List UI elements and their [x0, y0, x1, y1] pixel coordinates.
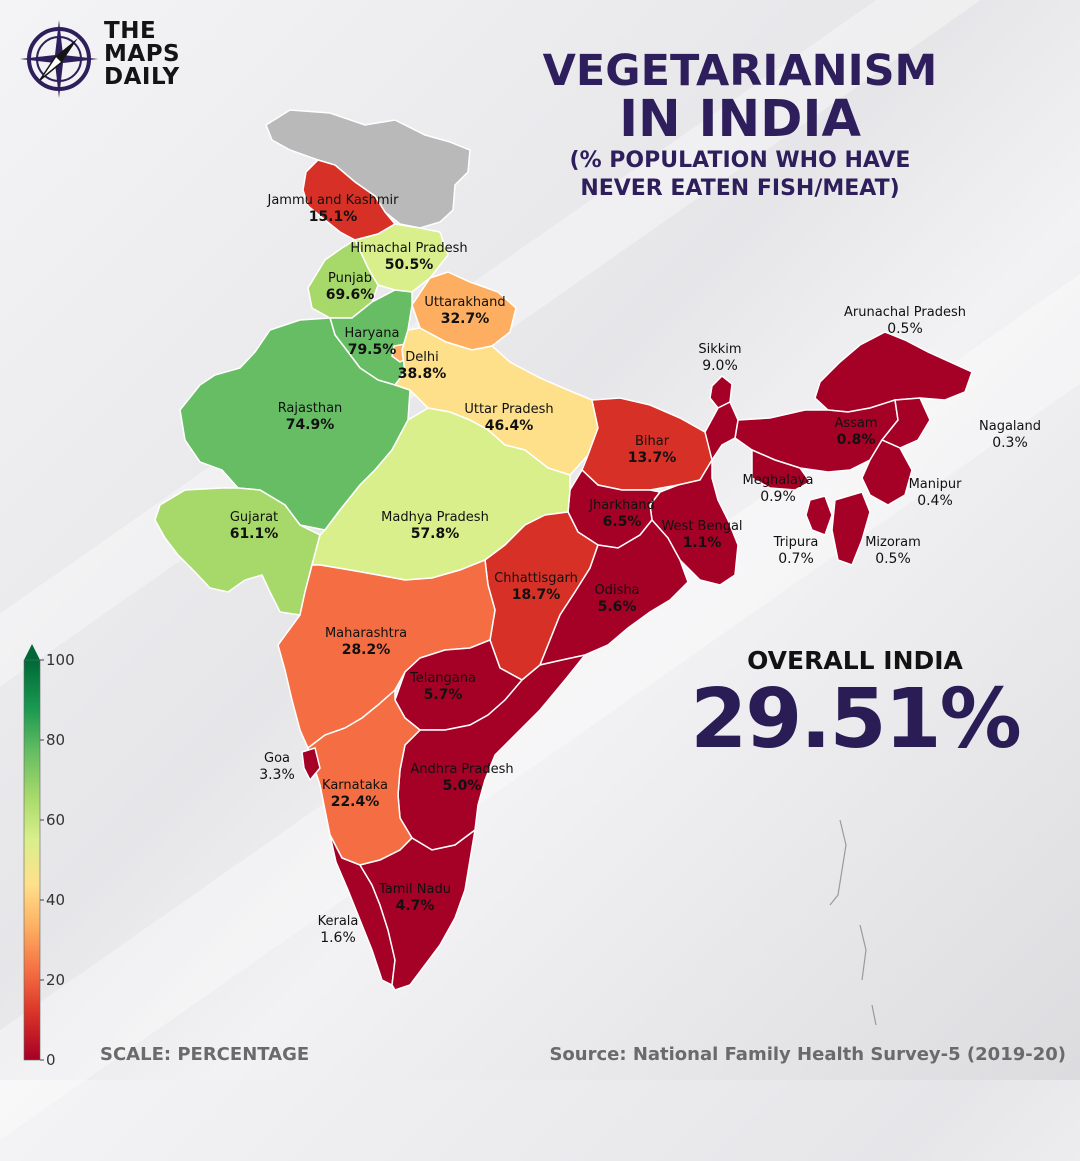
region-name-uttarakhand: Uttarakhand	[424, 295, 505, 310]
map-regions	[154, 109, 973, 1026]
title-line: IN INDIA	[619, 90, 861, 149]
region-value-punjab: 69.6%	[326, 287, 375, 303]
brand-line: MAPS	[104, 41, 181, 67]
region-name-arunachal-pradesh: Arunachal Pradesh	[844, 305, 966, 320]
overall-india-value: 29.51%	[690, 672, 1022, 767]
legend-tick-label: 20	[46, 971, 65, 989]
subtitle-line: NEVER EATEN FISH/MEAT)	[580, 176, 900, 201]
region-value-madhya-pradesh: 57.8%	[411, 526, 460, 542]
region-value-jammu-and-kashmir: 15.1%	[309, 209, 358, 225]
region-name-meghalaya: Meghalaya	[743, 473, 814, 488]
region-value-telangana: 5.7%	[424, 687, 463, 703]
region-value-assam: 0.8%	[837, 432, 876, 448]
overall-india-label: OVERALL INDIA	[747, 646, 963, 675]
region-shape-tamil-nadu	[358, 828, 477, 991]
region-name-madhya-pradesh: Madhya Pradesh	[381, 510, 489, 525]
region-shape-meghalaya	[751, 448, 812, 491]
region-value-rajasthan: 74.9%	[286, 417, 335, 433]
region-value-mizoram: 0.5%	[875, 551, 911, 567]
region-value-odisha: 5.6%	[598, 599, 637, 615]
island-shape	[829, 819, 877, 1026]
region-name-jammu-and-kashmir: Jammu and Kashmir	[267, 193, 400, 208]
region-value-himachal-pradesh: 50.5%	[385, 257, 434, 273]
region-value-delhi: 38.8%	[398, 366, 447, 382]
scale-caption: SCALE: PERCENTAGE	[100, 1044, 310, 1065]
region-value-meghalaya: 0.9%	[760, 489, 796, 505]
region-name-odisha: Odisha	[594, 583, 639, 598]
legend-tick-label: 100	[46, 651, 75, 669]
region-shape-tripura	[805, 495, 833, 536]
region-value-arunachal-pradesh: 0.5%	[887, 321, 923, 337]
region-shape-west-bengal	[649, 400, 739, 586]
region-value-west-bengal: 1.1%	[683, 535, 722, 551]
brand-line: DAILY	[104, 64, 180, 90]
region-name-sikkim: Sikkim	[698, 342, 741, 357]
region-name-uttar-pradesh: Uttar Pradesh	[464, 402, 553, 417]
region-name-haryana: Haryana	[345, 326, 400, 341]
region-shape-manipur	[861, 439, 913, 506]
region-name-rajasthan: Rajasthan	[278, 401, 343, 416]
region-shape-mizoram	[831, 491, 871, 566]
region-shape-gujarat	[154, 487, 321, 616]
brand-logo	[18, 18, 218, 98]
region-name-jharkhand: Jharkhand	[588, 498, 655, 513]
region-name-gujarat: Gujarat	[230, 510, 278, 525]
region-name-chhattisgarh: Chhattisgarh	[494, 571, 578, 586]
brand-name: THE MAPS DAILY	[104, 20, 180, 89]
region-value-kerala: 1.6%	[320, 930, 356, 946]
region-shape-uttarakhand	[411, 271, 517, 351]
region-name-tripura: Tripura	[773, 535, 819, 550]
region-value-manipur: 0.4%	[917, 493, 953, 509]
region-value-tripura: 0.7%	[778, 551, 814, 567]
region-name-west-bengal: West Bengal	[661, 519, 742, 534]
region-value-goa: 3.3%	[259, 767, 295, 783]
region-name-himachal-pradesh: Himachal Pradesh	[350, 241, 467, 256]
region-value-sikkim: 9.0%	[702, 358, 738, 374]
legend-tick-label: 0	[46, 1051, 56, 1069]
region-name-manipur: Manipur	[909, 477, 963, 492]
title-block: VEGETARIANISM IN INDIA (% POPULATION WHO…	[520, 48, 960, 202]
region-name-telangana: Telangana	[409, 671, 476, 686]
region-value-bihar: 13.7%	[628, 450, 677, 466]
region-value-haryana: 79.5%	[348, 342, 397, 358]
region-value-maharashtra: 28.2%	[342, 642, 391, 658]
region-value-tamil-nadu: 4.7%	[396, 898, 435, 914]
region-name-karnataka: Karnataka	[322, 778, 388, 793]
compass-icon	[20, 20, 98, 98]
subtitle-line: (% POPULATION WHO HAVE	[569, 148, 911, 173]
region-name-kerala: Kerala	[318, 914, 359, 929]
region-name-bihar: Bihar	[635, 434, 670, 449]
source-note: Source: National Family Health Survey-5 …	[549, 1044, 1066, 1065]
title-line: VEGETARIANISM	[542, 46, 938, 96]
legend-tick-label: 60	[46, 811, 65, 829]
region-value-gujarat: 61.1%	[230, 526, 279, 542]
region-value-chhattisgarh: 18.7%	[512, 587, 561, 603]
legend-colorbar	[23, 659, 41, 1061]
region-name-nagaland: Nagaland	[979, 419, 1041, 434]
region-name-delhi: Delhi	[405, 350, 438, 365]
region-name-andhra-pradesh: Andhra Pradesh	[410, 762, 513, 777]
region-name-assam: Assam	[834, 416, 877, 431]
color-scale-legend: 0 20 40 60 80 100	[23, 644, 75, 1069]
region-value-uttarakhand: 32.7%	[441, 311, 490, 327]
brand-line: THE	[104, 18, 157, 44]
region-shape-goa	[301, 747, 321, 782]
region-value-uttar-pradesh: 46.4%	[485, 418, 534, 434]
region-value-jharkhand: 6.5%	[603, 514, 642, 530]
region-shape-nagaland	[880, 397, 931, 449]
region-value-nagaland: 0.3%	[992, 435, 1028, 451]
region-value-andhra-pradesh: 5.0%	[443, 778, 482, 794]
region-value-karnataka: 22.4%	[331, 794, 380, 810]
region-name-mizoram: Mizoram	[865, 535, 921, 550]
region-name-goa: Goa	[264, 751, 290, 766]
region-name-punjab: Punjab	[328, 271, 372, 286]
legend-tick-label: 80	[46, 731, 65, 749]
region-shape-odisha	[538, 518, 689, 667]
region-name-tamil-nadu: Tamil Nadu	[378, 882, 451, 897]
legend-arrow	[24, 644, 40, 660]
region-name-maharashtra: Maharashtra	[325, 626, 407, 641]
legend-tick-label: 40	[46, 891, 65, 909]
